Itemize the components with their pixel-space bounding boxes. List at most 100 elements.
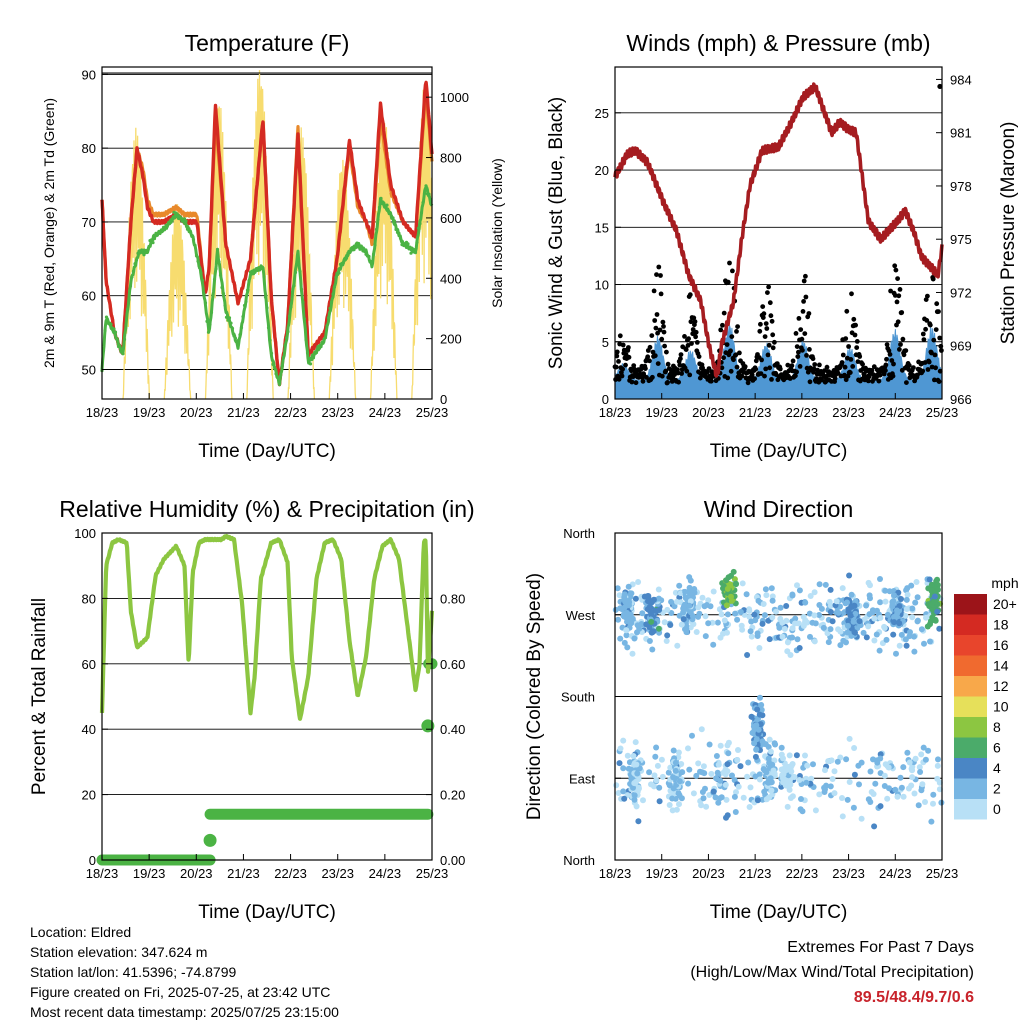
- x-tick-label: 23/23: [832, 405, 865, 420]
- dewpoint-point: [278, 374, 283, 378]
- direction-point: [863, 602, 870, 609]
- y2-tick-label: 0.00: [440, 853, 465, 868]
- gust-point: [763, 321, 769, 326]
- direction-point: [646, 638, 653, 644]
- direction-point: [808, 775, 815, 782]
- direction-point: [904, 591, 911, 598]
- gust-point: [652, 318, 658, 323]
- direction-point: [673, 806, 680, 813]
- direction-point: [883, 636, 890, 643]
- direction-point: [806, 610, 813, 617]
- dewpoint-point: [212, 277, 217, 282]
- gust-point: [757, 328, 763, 334]
- direction-point: [867, 799, 874, 805]
- gust-point: [937, 368, 943, 374]
- gust-point: [795, 354, 801, 359]
- gust-point: [883, 368, 888, 373]
- y2-tick-label: 969: [950, 339, 972, 354]
- direction-point: [656, 798, 663, 805]
- direction-point: [700, 763, 707, 770]
- y-tick-label: 60: [82, 289, 96, 304]
- gust-point: [848, 357, 854, 362]
- x-axis-label: Time (Day/UTC): [198, 441, 336, 462]
- direction-point: [667, 764, 674, 771]
- direction-point: [647, 608, 654, 615]
- gust-point: [691, 315, 697, 321]
- gust-point: [759, 357, 764, 363]
- dewpoint-point: [304, 338, 308, 342]
- gust-point: [734, 329, 739, 334]
- direction-point: [623, 627, 630, 634]
- dewpoint-point: [379, 196, 383, 200]
- gust-point: [647, 358, 652, 364]
- direction-point: [871, 823, 878, 830]
- dewpoint-point: [407, 245, 412, 249]
- x-tick-label: 18/23: [86, 866, 119, 881]
- gust-point: [814, 376, 819, 381]
- dewpoint-point: [269, 351, 274, 355]
- direction-point: [839, 585, 846, 592]
- dewpoint-point: [187, 227, 191, 231]
- gust-point: [706, 366, 712, 371]
- direction-point: [751, 740, 758, 747]
- direction-point: [724, 629, 730, 636]
- direction-point: [797, 806, 804, 813]
- gust-point: [860, 361, 865, 367]
- gust-point: [684, 368, 690, 374]
- gust-point: [645, 354, 651, 360]
- direction-point: [718, 611, 725, 618]
- direction-point: [847, 612, 854, 619]
- direction-point: [632, 739, 639, 746]
- direction-point: [884, 795, 891, 802]
- direction-point: [710, 641, 717, 648]
- direction-point: [877, 614, 884, 621]
- direction-point: [634, 622, 641, 629]
- dewpoint-point: [341, 260, 346, 265]
- x-tick-label: 19/23: [133, 405, 166, 420]
- direction-point: [737, 609, 744, 615]
- direction-point: [676, 582, 683, 589]
- direction-point: [645, 594, 652, 601]
- direction-point: [885, 764, 892, 771]
- direction-point: [759, 620, 766, 627]
- direction-point: [934, 608, 941, 615]
- dewpoint-point: [385, 203, 389, 207]
- direction-point: [890, 631, 897, 638]
- dewpoint-point: [193, 243, 197, 247]
- colorbar-label: 10: [993, 699, 1009, 715]
- x-tick-label: 22/23: [786, 405, 819, 420]
- direction-point: [877, 599, 884, 606]
- direction-point: [702, 613, 709, 620]
- direction-point: [614, 585, 621, 592]
- colorbar-label: 16: [993, 637, 1009, 653]
- direction-point: [734, 757, 741, 763]
- direction-point: [922, 799, 928, 805]
- direction-point: [658, 756, 665, 763]
- dewpoint-point: [152, 237, 157, 241]
- gust-point: [846, 344, 851, 349]
- dewpoint-point: [337, 271, 341, 275]
- direction-point: [646, 603, 653, 610]
- gust-point: [766, 284, 771, 290]
- gust-point: [819, 377, 825, 383]
- colorbar-swatch: [954, 696, 987, 717]
- direction-point: [909, 763, 916, 770]
- direction-point: [868, 789, 875, 795]
- gust-point: [933, 365, 938, 371]
- direction-point: [673, 598, 680, 605]
- gust-point: [655, 361, 661, 366]
- direction-point: [763, 592, 770, 599]
- gust-point: [665, 380, 670, 385]
- direction-point: [763, 796, 770, 803]
- dewpoint-point: [232, 334, 236, 338]
- direction-point: [686, 602, 693, 609]
- chart-title: Winds (mph) & Pressure (mb): [626, 30, 930, 56]
- gust-point: [718, 327, 724, 333]
- direction-point: [714, 769, 721, 776]
- direction-point: [861, 616, 868, 623]
- gust-point: [730, 268, 735, 274]
- dewpoint-point: [275, 375, 280, 379]
- direction-point: [739, 626, 746, 633]
- direction-point: [756, 776, 763, 783]
- direction-point: [863, 634, 870, 641]
